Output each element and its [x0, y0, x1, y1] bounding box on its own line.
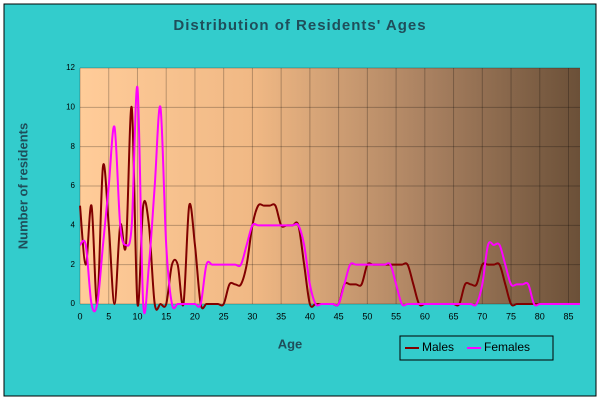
y-tick-label: 10 [66, 102, 75, 111]
y-tick-label: 12 [66, 63, 75, 72]
x-tick-label: 60 [420, 311, 430, 321]
x-tick-label: 30 [247, 311, 257, 321]
x-tick-label: 80 [535, 311, 545, 321]
x-tick-label: 25 [219, 311, 229, 321]
x-tick-label: 40 [305, 311, 315, 321]
legend-label: Males [422, 340, 454, 354]
x-tick-label: 35 [276, 311, 286, 321]
x-tick-label: 50 [362, 311, 372, 321]
x-tick-label: 5 [106, 311, 111, 321]
x-tick-label: 0 [77, 311, 82, 321]
y-tick-label: 8 [71, 142, 76, 151]
x-tick-label: 10 [132, 311, 142, 321]
chart-title: Distribution of Residents' Ages [173, 17, 426, 34]
x-tick-label: 45 [334, 311, 344, 321]
x-tick-label: 65 [449, 311, 459, 321]
x-tick-label: 55 [391, 311, 401, 321]
legend-label: Females [484, 340, 530, 354]
series-line [79, 85, 580, 315]
y-tick-label: 0 [71, 299, 76, 308]
x-tick-label: 75 [506, 311, 516, 321]
x-tick-label: 15 [161, 311, 171, 321]
x-tick-label: 85 [563, 311, 573, 321]
y-tick-label: 4 [71, 220, 76, 229]
x-tick-label: 20 [190, 311, 200, 321]
x-axis-label: Age [278, 336, 303, 351]
y-axis-label: Number of residents [15, 123, 30, 249]
y-tick-label: 6 [71, 181, 76, 190]
x-tick-label: 70 [477, 311, 487, 321]
y-tick-label: 2 [71, 260, 76, 269]
